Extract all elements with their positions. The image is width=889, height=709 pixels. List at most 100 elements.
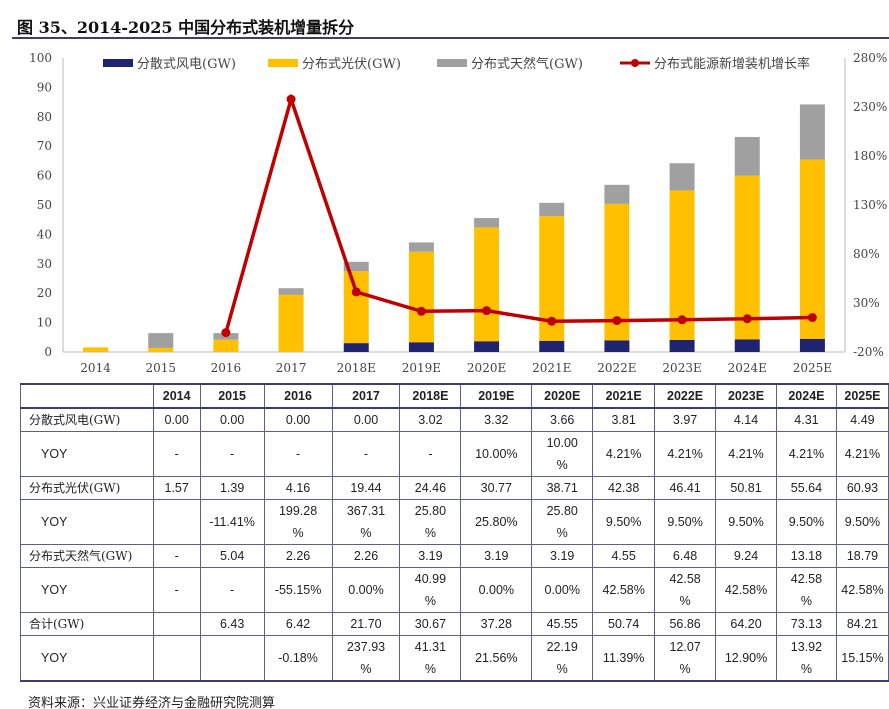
yoy-row: YOY -11.41% 199.28% 367.31% 25.80% 25.80% 25.8… (20, 499, 889, 545)
table-cell: 6.48 (654, 544, 717, 568)
growth-rate-point (612, 316, 622, 326)
x-tick-label: 2024E (728, 361, 767, 375)
table-cell: 4.21% (835, 431, 889, 477)
growth-rate-point (286, 94, 296, 104)
table-cell: 42.58% (775, 567, 837, 613)
table-cell: 37.28 (460, 612, 533, 636)
bar-segment (734, 175, 760, 340)
y-tick-label: 50 (37, 198, 52, 212)
table-cell: 13.92% (775, 635, 837, 682)
growth-rate-point (221, 328, 231, 338)
table-cell: 4.49 (835, 407, 889, 432)
table-cell: 9.50% (835, 499, 889, 545)
table-cell: 73.13 (775, 612, 837, 636)
table-cell: 11.39% (592, 635, 656, 682)
value-row: 分布式天然气(GW) -5.04 2.26 2.26 3.19 3.19 3.19 4.55 6… (20, 544, 889, 568)
row-label: YOY (20, 431, 154, 477)
y-tick-label: 0 (44, 345, 52, 359)
table-cell: 3.97 (654, 407, 717, 432)
table-cell: 367.31% (331, 499, 401, 545)
table-cell: - (263, 431, 333, 477)
value-row: 合计(GW) 6.43 6.42 21.70 30.67 37.28 45.55 50.74 5… (20, 612, 889, 636)
table-cell: 38.71 (531, 476, 594, 500)
column-header: 2014 (152, 383, 201, 409)
figure-title: 图 35、2014-2025 中国分布式装机增量拆分 (17, 18, 355, 37)
y-tick-label: 90 (37, 80, 52, 94)
bar-segment (539, 202, 565, 217)
bar-segment (669, 339, 695, 352)
x-tick-label: 2025E (793, 361, 832, 375)
table-cell (152, 612, 201, 636)
table-cell: 25.80% (460, 499, 533, 545)
table-cell: 3.02 (399, 407, 462, 432)
table-cell: 18.79 (835, 544, 889, 568)
table-cell: - (331, 431, 401, 477)
table-cell: 4.16 (263, 476, 333, 500)
bar-segment (408, 251, 434, 343)
bar-segment (408, 342, 434, 352)
table-cell: - (152, 431, 201, 477)
table-cell: -11.41% (199, 499, 265, 545)
x-tick-label: 2021E (532, 361, 571, 375)
title-rule (12, 37, 889, 39)
table-cell: 12.07% (654, 635, 717, 682)
y2-tick-label: 180% (853, 149, 887, 163)
table-cell: 15.15% (835, 635, 889, 682)
column-header: 2025E (835, 383, 889, 409)
table-cell: 21.56% (460, 635, 533, 682)
row-label: 合计(GW) (20, 612, 154, 636)
growth-rate-point (482, 306, 492, 316)
row-label: 分布式光伏(GW) (20, 476, 154, 500)
legend-label: 分布式天然气(GW) (471, 56, 583, 72)
column-header: 2019E (460, 383, 533, 409)
table-cell: 3.81 (592, 407, 656, 432)
table-cell: 22.19% (531, 635, 594, 682)
growth-rate-point (807, 313, 817, 323)
table-cell: 3.66 (531, 407, 594, 432)
x-tick-label: 2017 (276, 361, 307, 375)
table-cell: 4.21% (715, 431, 777, 477)
data-table: 2014 2015 2016 2017 2018E 2019E 2020E 2021E 2022… (20, 383, 889, 682)
table-cell: - (199, 567, 265, 613)
bar-segment (734, 339, 760, 352)
column-header: 2021E (592, 383, 656, 409)
stacked-bar-line-chart: 0 10 20 30 40 50 60 70 80 90 100 -20% 30% 80% 130% 180%… (29, 51, 887, 375)
table-cell: 0.00 (199, 407, 265, 432)
table-cell: 42.58% (654, 567, 717, 613)
table-cell (152, 499, 201, 545)
y-tick-label: 20 (37, 286, 52, 300)
table-cell: 42.58% (715, 567, 777, 613)
table-cell: 6.42 (263, 612, 333, 636)
x-tick-label: 2015 (145, 361, 176, 375)
table-cell: 0.00% (331, 567, 401, 613)
table-cell: 3.19 (531, 544, 594, 568)
table-cell: 199.28% (263, 499, 333, 545)
legend-marker (631, 59, 639, 67)
x-tick-label: 2019E (402, 361, 441, 375)
bar-segment (669, 163, 695, 191)
growth-rate-point (351, 287, 361, 297)
table-cell: 237.93% (331, 635, 401, 682)
table-cell: 1.39 (199, 476, 265, 500)
bar-segment (734, 136, 760, 176)
y-tick-label: 100 (29, 51, 52, 65)
table-cell: 13.18 (775, 544, 837, 568)
table-cell: 9.50% (775, 499, 837, 545)
column-header: 2020E (531, 383, 594, 409)
table-cell (152, 635, 201, 682)
table-cell: - (152, 544, 201, 568)
table-cell: 41.31% (399, 635, 462, 682)
table-cell: 24.46 (399, 476, 462, 500)
growth-rate-point (677, 315, 687, 325)
table-cell: 46.41 (654, 476, 717, 500)
y-tick-label: 10 (37, 316, 52, 330)
table-cell: 30.77 (460, 476, 533, 500)
bar-segment (213, 339, 239, 352)
table-cell: 30.67 (399, 612, 462, 636)
table-cell: 50.81 (715, 476, 777, 500)
table-cell: 21.70 (331, 612, 401, 636)
legend-label: 分散式风电(GW) (137, 57, 236, 72)
table-cell: 42.38 (592, 476, 656, 500)
column-header: 2024E (775, 383, 837, 409)
table-cell: 3.19 (399, 544, 462, 568)
